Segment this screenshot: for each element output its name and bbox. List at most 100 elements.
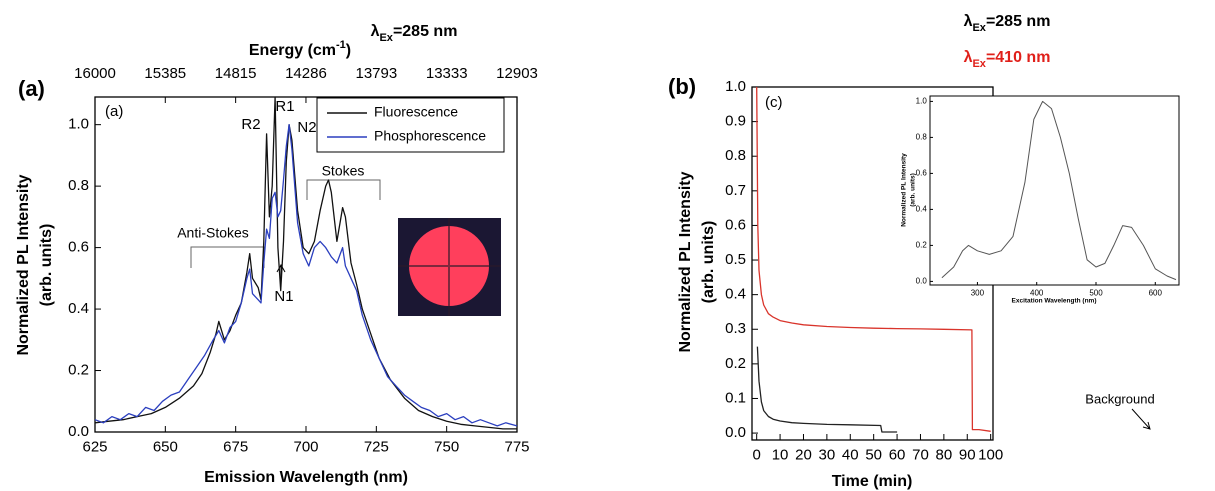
y-tick-label: 0.4 bbox=[916, 205, 928, 214]
x2-tick-label: 13793 bbox=[355, 65, 397, 82]
x-tick-label: 400 bbox=[1030, 289, 1044, 298]
x2-tick-label: 14815 bbox=[215, 65, 257, 82]
x-tick-label: 625 bbox=[82, 439, 107, 456]
y-tick-label: 1.0 bbox=[725, 78, 746, 95]
x-tick-label: 90 bbox=[959, 447, 976, 464]
y-tick-label: 0.8 bbox=[725, 147, 746, 164]
y-axis-label: (arb. units) bbox=[910, 173, 917, 207]
y-tick-label: 1.0 bbox=[916, 97, 928, 106]
region-label: Anti-Stokes bbox=[177, 225, 249, 241]
y-tick-label: 0.0 bbox=[68, 423, 89, 440]
x2-label-end: ) bbox=[346, 42, 351, 59]
title-sub: Ex bbox=[972, 22, 986, 34]
x-tick-label: 650 bbox=[153, 439, 178, 456]
y-tick-label: 0.9 bbox=[725, 113, 746, 130]
x-tick-label: 50 bbox=[865, 447, 882, 464]
x-axis-label: Excitation Wavelength (nm) bbox=[1012, 298, 1097, 305]
x-axis-label: Time (min) bbox=[832, 473, 913, 490]
x-tick-label: 0 bbox=[753, 447, 761, 464]
x2-tick-label: 12903 bbox=[496, 65, 538, 82]
peak-label: R1 bbox=[275, 98, 294, 115]
title-rest: =410 nm bbox=[986, 49, 1050, 66]
series-line bbox=[94, 124, 518, 427]
title-sub: Ex bbox=[972, 58, 986, 70]
series-line bbox=[941, 100, 1177, 281]
x-axis-label: Emission Wavelength (nm) bbox=[204, 469, 408, 486]
x2-tick-label: 15385 bbox=[144, 65, 186, 82]
x2-tick-label: 13333 bbox=[426, 65, 468, 82]
x-tick-label: 300 bbox=[971, 289, 985, 298]
x-tick-label: 775 bbox=[504, 439, 529, 456]
panel-label: (b) bbox=[668, 74, 696, 99]
y-tick-label: 1.0 bbox=[68, 116, 89, 133]
legend-label: Phosphorescence bbox=[374, 128, 486, 144]
x-tick-label: 500 bbox=[1089, 289, 1103, 298]
x-tick-label: 80 bbox=[936, 447, 953, 464]
x2-label-text: Energy (cm bbox=[249, 42, 336, 59]
title: λEx=410 nm bbox=[964, 49, 1051, 70]
y-tick-label: 0.6 bbox=[725, 216, 746, 233]
series-line bbox=[756, 86, 991, 432]
title-rest: =285 nm bbox=[393, 23, 457, 40]
x2-label-sup: -1 bbox=[336, 39, 346, 51]
y-tick-label: 0.1 bbox=[725, 389, 746, 406]
y-tick-label: 0.4 bbox=[725, 286, 746, 303]
x-tick-label: 600 bbox=[1149, 289, 1163, 298]
y-axis-label: (arb. units) bbox=[38, 224, 55, 307]
x-tick-label: 675 bbox=[223, 439, 248, 456]
x-tick-label: 40 bbox=[842, 447, 859, 464]
inner-label: (a) bbox=[105, 103, 123, 120]
legend-box bbox=[316, 97, 505, 153]
y-tick-label: 0.7 bbox=[725, 182, 746, 199]
x-tick-label: 100 bbox=[978, 447, 1003, 464]
x-tick-label: 20 bbox=[795, 447, 812, 464]
y-tick-label: 0.8 bbox=[916, 133, 928, 142]
panel-label: (a) bbox=[18, 76, 45, 101]
y-axis-label: (arb. units) bbox=[700, 221, 717, 304]
title-sub: Ex bbox=[379, 32, 393, 44]
title-symbol: λ bbox=[371, 23, 380, 40]
title-symbol: λ bbox=[964, 13, 973, 30]
title: λEx=285 nm bbox=[964, 13, 1051, 34]
y-tick-label: 0.2 bbox=[916, 241, 928, 250]
x-tick-label: 700 bbox=[293, 439, 318, 456]
plot-area bbox=[929, 95, 1180, 286]
y-axis-label: Normalized PL Intensity bbox=[677, 171, 694, 352]
x-tick-label: 750 bbox=[434, 439, 459, 456]
y-tick-label: 0.0 bbox=[916, 277, 928, 286]
x-tick-label: 725 bbox=[364, 439, 389, 456]
y-tick-label: 0.2 bbox=[725, 355, 746, 372]
series-line bbox=[756, 346, 898, 433]
y-axis-label: Normalized PL Intensity bbox=[15, 174, 32, 355]
x-tick-label: 60 bbox=[889, 447, 906, 464]
y-tick-label: 0.3 bbox=[725, 320, 746, 337]
bracket bbox=[190, 246, 265, 268]
peak-label: N2 bbox=[297, 119, 316, 136]
y-tick-label: 0.4 bbox=[68, 300, 89, 317]
peak-label: N1 bbox=[274, 288, 293, 305]
title-rest: =285 nm bbox=[986, 13, 1050, 30]
y-axis-label: Normalized PL Intensity bbox=[901, 153, 908, 227]
bracket bbox=[306, 179, 381, 200]
x2-tick-label: 14286 bbox=[285, 65, 327, 82]
y-tick-label: 0.6 bbox=[916, 169, 928, 178]
y-tick-label: 0.8 bbox=[68, 177, 89, 194]
x2-label: Energy (cm-1) bbox=[249, 39, 351, 59]
inner-label: (c) bbox=[765, 94, 783, 111]
y-tick-label: 0.5 bbox=[725, 251, 746, 268]
x2-tick-label: 16000 bbox=[74, 65, 116, 82]
background-label: Background bbox=[1085, 391, 1154, 406]
arrow bbox=[1131, 408, 1151, 430]
y-tick-label: 0.2 bbox=[68, 362, 89, 379]
peak-label: R2 bbox=[241, 116, 260, 133]
x-tick-label: 70 bbox=[912, 447, 929, 464]
x-tick-label: 30 bbox=[819, 447, 836, 464]
y-tick-label: 0.0 bbox=[725, 424, 746, 441]
x-tick-label: 10 bbox=[772, 447, 789, 464]
legend-label: Fluorescence bbox=[374, 104, 458, 120]
title-symbol: λ bbox=[964, 49, 973, 66]
photo bbox=[398, 218, 501, 316]
y-tick-label: 0.6 bbox=[68, 239, 89, 256]
region-label: Stokes bbox=[322, 163, 365, 179]
